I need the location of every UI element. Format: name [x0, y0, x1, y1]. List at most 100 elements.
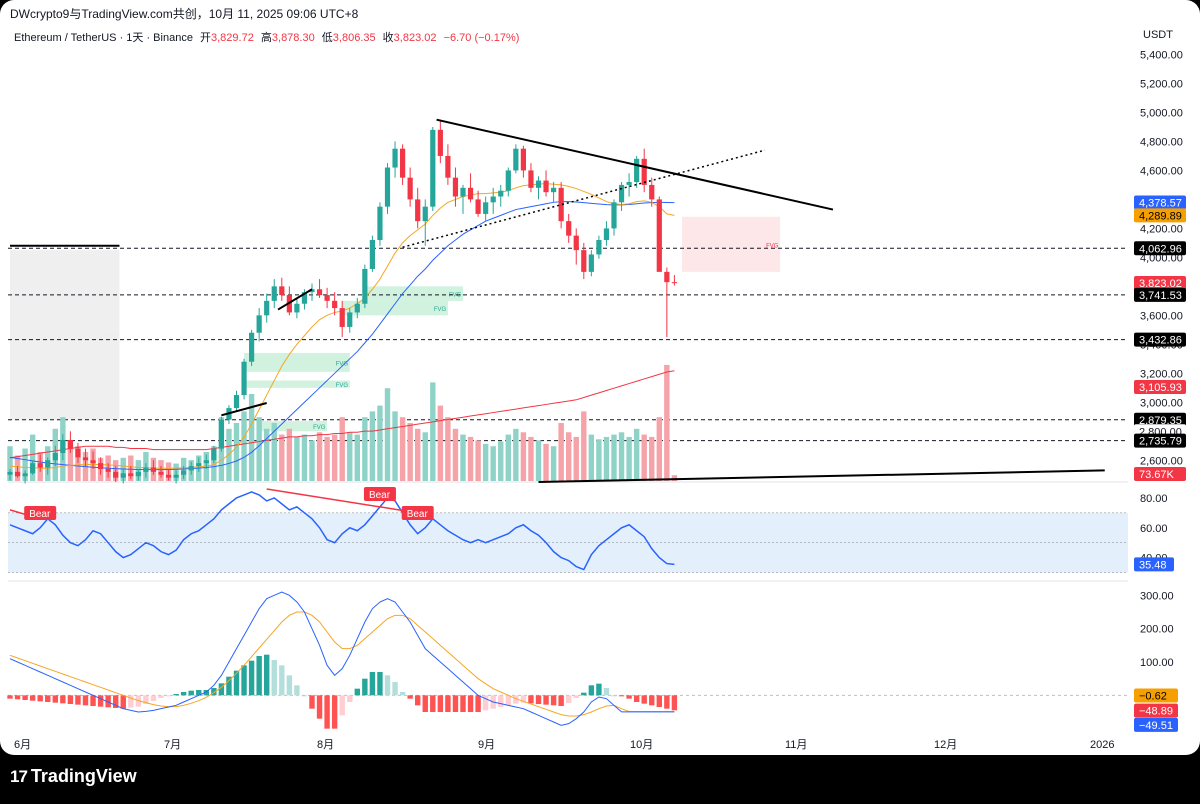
candle-body: [294, 303, 300, 313]
candle-body: [241, 361, 247, 396]
macd-histogram-bar: [347, 695, 353, 702]
volume-bar: [279, 434, 285, 481]
candle-body: [158, 471, 164, 475]
trendline-resistance: [436, 118, 834, 211]
macd-histogram-bar: [603, 688, 610, 696]
candle-body: [641, 158, 647, 185]
candle-body: [128, 473, 134, 477]
volume-bar: [664, 365, 670, 481]
high-value: 3,878.30: [271, 32, 315, 44]
candle-body: [369, 239, 375, 269]
volume-bar: [656, 417, 662, 481]
volume-bar: [467, 436, 474, 481]
fvg-zone: [342, 300, 448, 316]
macd-histogram-bar: [641, 695, 647, 704]
fvg-label: FVG: [434, 307, 447, 313]
chart-svg[interactable]: FVGFVGFVGFVGFVGFVGFVG2,600.002,800.003,0…: [0, 0, 1200, 755]
close-label: 收: [382, 32, 394, 44]
fvg-label: FVG: [313, 425, 326, 431]
macd-histogram-bar: [505, 695, 511, 706]
candle-body: [22, 473, 28, 477]
macd-histogram-bar: [120, 695, 126, 709]
candle-body: [347, 312, 353, 327]
price-tick-label: 4,200.00: [1140, 223, 1183, 235]
volume-bar: [347, 432, 353, 481]
macd-histogram-bar: [596, 683, 602, 696]
macd-histogram-bar: [588, 685, 595, 696]
trendline-jul-break: [221, 402, 267, 417]
symbol-legend: Ethereum / TetherUS · 1天 · Binance 开3,82…: [14, 29, 519, 45]
macd-histogram-bar: [301, 695, 308, 697]
price-label: 4,378.57: [1139, 198, 1182, 210]
macd-histogram-bar: [369, 672, 376, 696]
macd-histogram-bar: [437, 695, 444, 712]
macd-histogram-bar: [399, 692, 406, 696]
close-value: 3,823.02: [393, 32, 437, 44]
candle-body: [452, 177, 459, 197]
candle-body: [490, 196, 496, 203]
symbol-name[interactable]: Ethereum / TetherUS · 1天 · Binance: [14, 32, 193, 44]
volume-bar: [241, 411, 247, 481]
macd-histogram-bar: [415, 695, 421, 706]
candle-body: [422, 206, 428, 222]
volume-bar: [331, 434, 338, 481]
time-axis-label: 8月: [317, 739, 334, 751]
macd-histogram-bar: [377, 672, 383, 696]
macd-value-box: [1134, 717, 1178, 732]
candle-body: [98, 463, 104, 469]
fvg-zone: [244, 380, 350, 388]
attribution-header: DWcrypto9与TradingView.com共创，10月 11, 2025…: [10, 7, 359, 21]
candle-body: [626, 182, 632, 185]
candle-body: [181, 470, 187, 475]
volume-bar: [513, 428, 519, 481]
fvg-zone: [259, 421, 328, 432]
time-axis-label: 2026: [1090, 739, 1114, 751]
price-label: 2,879.35: [1139, 415, 1182, 427]
bear-label: Bear: [369, 490, 391, 501]
macd-histogram-bar: [196, 690, 202, 696]
candle-body: [467, 187, 474, 200]
candle-body: [14, 471, 21, 477]
candle-body: [460, 187, 466, 197]
price-tick-label: 4,800.00: [1140, 136, 1183, 148]
low-value: 3,806.35: [332, 32, 376, 44]
candle-body: [656, 199, 662, 272]
macd-histogram-bar: [279, 665, 285, 696]
candle-body: [271, 286, 277, 301]
candle-body: [173, 474, 179, 478]
candle-body: [165, 474, 172, 478]
rsi-divergence: [266, 488, 418, 514]
volume-bar: [301, 434, 308, 481]
volume-bar: [211, 446, 217, 481]
macd-histogram-bar: [331, 695, 338, 729]
candle-body: [377, 206, 383, 240]
candle-body: [581, 250, 587, 272]
macd-histogram-bar: [656, 695, 662, 707]
price-label-box: [1134, 276, 1186, 291]
volume-bar: [528, 436, 534, 481]
candle-body: [264, 300, 270, 316]
candle-body: [150, 467, 157, 472]
rsi-tick-label: 80.00: [1140, 493, 1168, 505]
volume-bar: [415, 428, 421, 481]
price-label: 3,432.86: [1139, 335, 1182, 347]
volume-bar: [407, 423, 413, 481]
macd-histogram-bar: [384, 675, 391, 696]
candle-body: [415, 199, 421, 222]
candle-body: [573, 235, 579, 251]
volume-bar: [22, 448, 28, 481]
price-tick-label: 3,000.00: [1140, 397, 1183, 409]
price-tick-label: 3,600.00: [1140, 310, 1183, 322]
price-tick-label: 5,200.00: [1140, 78, 1183, 90]
bear-badge: [24, 506, 57, 520]
volume-bar: [377, 405, 383, 481]
candle-body: [634, 158, 640, 183]
macd-line: [9, 591, 675, 726]
macd-histogram-bar: [566, 695, 572, 703]
price-label-box: [1134, 379, 1186, 394]
candle-body: [45, 460, 51, 468]
volume-bar: [399, 417, 406, 481]
candle-body: [301, 292, 308, 304]
volume-bar: [550, 446, 557, 481]
volume-bar: [384, 388, 391, 481]
